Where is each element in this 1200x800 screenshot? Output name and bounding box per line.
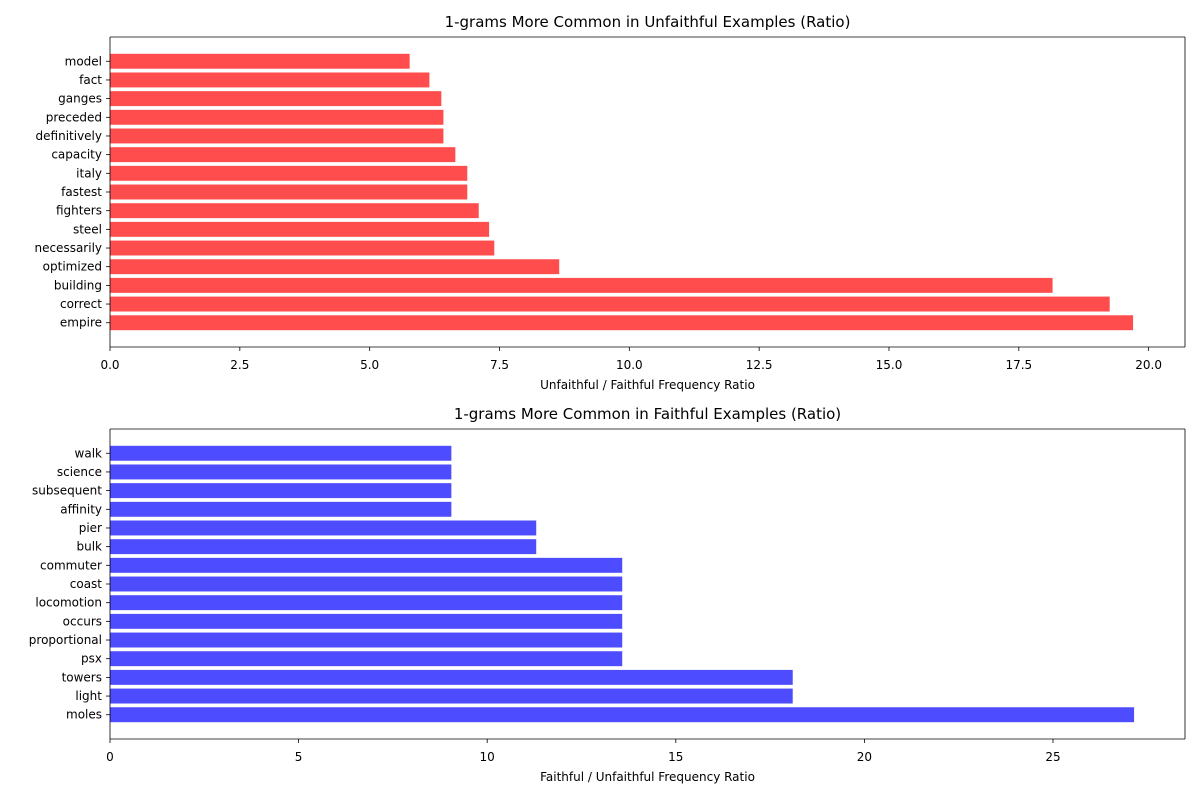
bar-steel [110, 221, 490, 237]
x-tick-label: 12.5 [746, 358, 773, 372]
y-tick-label-proportional: proportional [29, 633, 102, 647]
bar-light [110, 688, 793, 704]
y-tick-label-fastest: fastest [61, 185, 102, 199]
bar-ganges [110, 91, 442, 107]
y-tick-label-commuter: commuter [40, 558, 102, 572]
y-tick-label-bulk: bulk [76, 540, 102, 554]
y-tick-label-walk: walk [75, 446, 103, 460]
y-tick-label-pier: pier [79, 521, 102, 535]
y-tick-label-ganges: ganges [58, 92, 102, 106]
x-tick-label: 20 [857, 750, 872, 764]
y-tick-label-correct: correct [60, 297, 102, 311]
x-tick-label: 15 [668, 750, 683, 764]
chart-title: 1-grams More Common in Faithful Examples… [454, 405, 841, 423]
x-tick-label: 7.5 [490, 358, 509, 372]
bar-fastest [110, 184, 468, 200]
x-tick-label: 20.0 [1135, 358, 1162, 372]
bar-fighters [110, 203, 479, 219]
bar-bulk [110, 539, 537, 555]
bar-affinity [110, 501, 452, 517]
bar-fact [110, 72, 430, 88]
x-tick-label: 0 [106, 750, 114, 764]
chart-title: 1-grams More Common in Unfaithful Exampl… [445, 13, 851, 31]
x-tick-label: 25 [1045, 750, 1060, 764]
bar-empire [110, 315, 1134, 331]
bar-towers [110, 669, 793, 685]
x-tick-label: 17.5 [1005, 358, 1032, 372]
x-tick-label: 15.0 [876, 358, 903, 372]
y-tick-label-affinity: affinity [60, 502, 102, 516]
x-tick-label: 5 [295, 750, 303, 764]
x-tick-label: 2.5 [230, 358, 249, 372]
y-tick-label-fact: fact [79, 73, 102, 87]
x-tick-label: 10 [480, 750, 495, 764]
bar-science [110, 464, 452, 480]
y-tick-label-building: building [54, 278, 102, 292]
y-tick-label-light: light [75, 689, 102, 703]
bar-italy [110, 165, 468, 181]
y-tick-label-locomotion: locomotion [35, 596, 102, 610]
y-tick-label-necessarily: necessarily [34, 241, 102, 255]
bar-psx [110, 651, 623, 667]
bar-building [110, 277, 1053, 293]
bar-coast [110, 576, 623, 592]
x-axis-label: Faithful / Unfaithful Frequency Ratio [540, 770, 755, 784]
y-tick-label-empire: empire [60, 316, 102, 330]
x-tick-label: 10.0 [616, 358, 643, 372]
bar-subsequent [110, 483, 452, 499]
y-tick-label-towers: towers [62, 670, 102, 684]
bar-model [110, 53, 410, 69]
x-tick-label: 0.0 [100, 358, 119, 372]
y-tick-label-occurs: occurs [63, 614, 102, 628]
bar-walk [110, 445, 452, 461]
bar-moles [110, 707, 1135, 723]
bar-definitively [110, 128, 444, 144]
y-tick-label-italy: italy [76, 166, 102, 180]
y-tick-label-science: science [57, 465, 102, 479]
bar-proportional [110, 632, 623, 648]
bar-pier [110, 520, 537, 536]
y-tick-label-steel: steel [73, 222, 102, 236]
bar-commuter [110, 557, 623, 573]
y-tick-label-moles: moles [66, 708, 102, 722]
y-tick-label-subsequent: subsequent [32, 484, 102, 498]
y-tick-label-fighters: fighters [56, 204, 102, 218]
bar-capacity [110, 147, 456, 163]
bar-preceded [110, 109, 444, 125]
bar-optimized [110, 259, 560, 275]
y-tick-label-model: model [65, 54, 102, 68]
y-tick-label-coast: coast [70, 577, 103, 591]
y-tick-label-preceded: preceded [46, 110, 102, 124]
y-tick-label-psx: psx [81, 652, 102, 666]
y-tick-label-optimized: optimized [43, 260, 102, 274]
y-tick-label-capacity: capacity [51, 148, 102, 162]
y-tick-label-definitively: definitively [36, 129, 102, 143]
unfaithful-ratio-chart: empire correct building optimized necessaril… [34, 13, 1186, 392]
faithful-ratio-chart: moles light towers psx proportional occurs loc… [29, 405, 1186, 784]
bar-correct [110, 296, 1110, 312]
bar-locomotion [110, 595, 623, 611]
x-tick-label: 5.0 [360, 358, 379, 372]
bar-necessarily [110, 240, 495, 256]
x-axis-label: Unfaithful / Faithful Frequency Ratio [540, 378, 755, 392]
bar-occurs [110, 613, 623, 629]
